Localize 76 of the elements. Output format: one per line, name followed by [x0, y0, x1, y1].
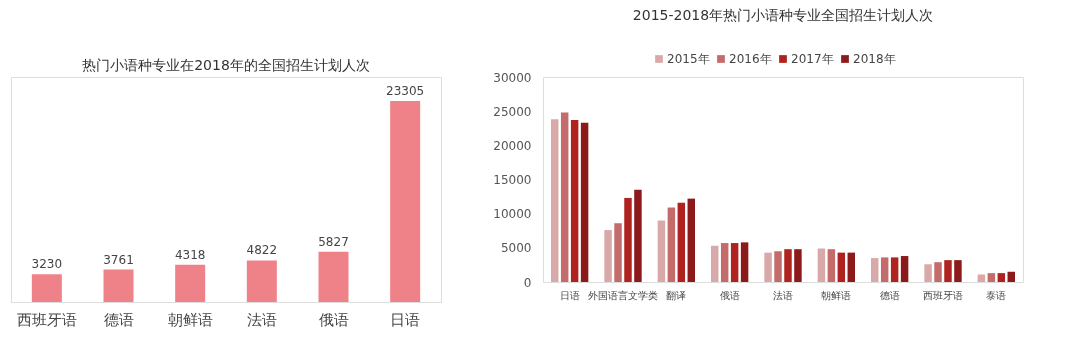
x-tick-label: 翻译	[666, 289, 687, 301]
x-tick-label: 朝鲜语	[167, 310, 213, 329]
bar	[318, 251, 349, 302]
bar	[551, 119, 559, 282]
bar	[784, 249, 792, 282]
x-tick-label: 朝鲜语	[821, 289, 852, 301]
bar	[560, 112, 569, 282]
data-label: 4318	[174, 247, 206, 262]
bar	[677, 202, 686, 282]
x-tick-label: 俄语	[318, 310, 349, 329]
x-tick-label: 德语	[103, 310, 134, 329]
bar	[827, 249, 836, 282]
x-tick-label: 泰语	[986, 289, 1007, 301]
y-tick-label: 15000	[493, 173, 532, 187]
y-tick-label: 10000	[493, 207, 532, 222]
bar	[570, 120, 579, 282]
bar	[740, 242, 749, 282]
bar	[880, 257, 889, 282]
bar	[31, 274, 62, 302]
bar	[837, 252, 846, 282]
data-label: 5827	[318, 234, 349, 249]
bar	[954, 260, 962, 282]
data-label: 3230	[31, 257, 63, 272]
bar	[987, 273, 996, 282]
bar	[764, 252, 772, 282]
bar	[977, 274, 986, 282]
bar	[794, 249, 802, 282]
y-tick-label: 25000	[493, 104, 532, 119]
x-tick-label: 德语	[879, 289, 900, 301]
bar	[847, 252, 855, 282]
bar	[817, 248, 826, 282]
bar	[774, 251, 782, 282]
y-tick-label: 5000	[500, 241, 532, 256]
bar	[624, 197, 632, 282]
legend-label: 2018年	[853, 52, 896, 66]
x-tick-label: 俄语	[719, 289, 740, 301]
bar	[390, 101, 421, 302]
y-tick-label: 20000	[493, 138, 532, 153]
bar	[103, 269, 134, 302]
x-tick-label: 外国语言文学类	[588, 289, 658, 301]
bar	[657, 220, 666, 282]
bar	[944, 260, 952, 282]
bar	[890, 257, 899, 282]
bar	[934, 262, 942, 282]
y-tick-label: 0	[523, 275, 532, 290]
bar	[1007, 271, 1015, 282]
x-tick-label: 西班牙语	[923, 289, 963, 301]
chart-title: 热门小语种专业在2018年的全国招生计划人次	[82, 57, 370, 73]
data-label: 3761	[103, 252, 134, 267]
bar	[667, 207, 676, 282]
bar	[604, 230, 612, 282]
legend-label: 2015年	[667, 52, 710, 66]
bar	[730, 243, 739, 282]
bar	[900, 256, 909, 282]
legend-label: 2017年	[791, 52, 834, 66]
bar	[634, 189, 642, 282]
bar	[871, 258, 879, 282]
bar	[614, 223, 622, 282]
bar	[997, 273, 1006, 282]
data-label: 4822	[246, 243, 278, 258]
x-tick-label: 日语	[390, 310, 421, 329]
bar	[175, 264, 206, 302]
data-label: 23305	[386, 84, 425, 99]
bar	[687, 198, 695, 282]
bar	[711, 245, 719, 282]
bar	[720, 243, 729, 282]
bar	[246, 260, 277, 302]
x-tick-label: 法语	[773, 289, 793, 301]
legend-label: 2016年	[729, 52, 772, 66]
x-tick-label: 法语	[246, 310, 277, 329]
bar	[580, 122, 589, 282]
x-tick-label: 日语	[559, 289, 580, 301]
y-tick-label: 30000	[493, 70, 532, 85]
x-tick-label: 西班牙语	[16, 310, 77, 329]
bar	[924, 264, 932, 282]
chart-title: 2015-2018年热门小语种专业全国招生计划人次	[632, 7, 934, 23]
